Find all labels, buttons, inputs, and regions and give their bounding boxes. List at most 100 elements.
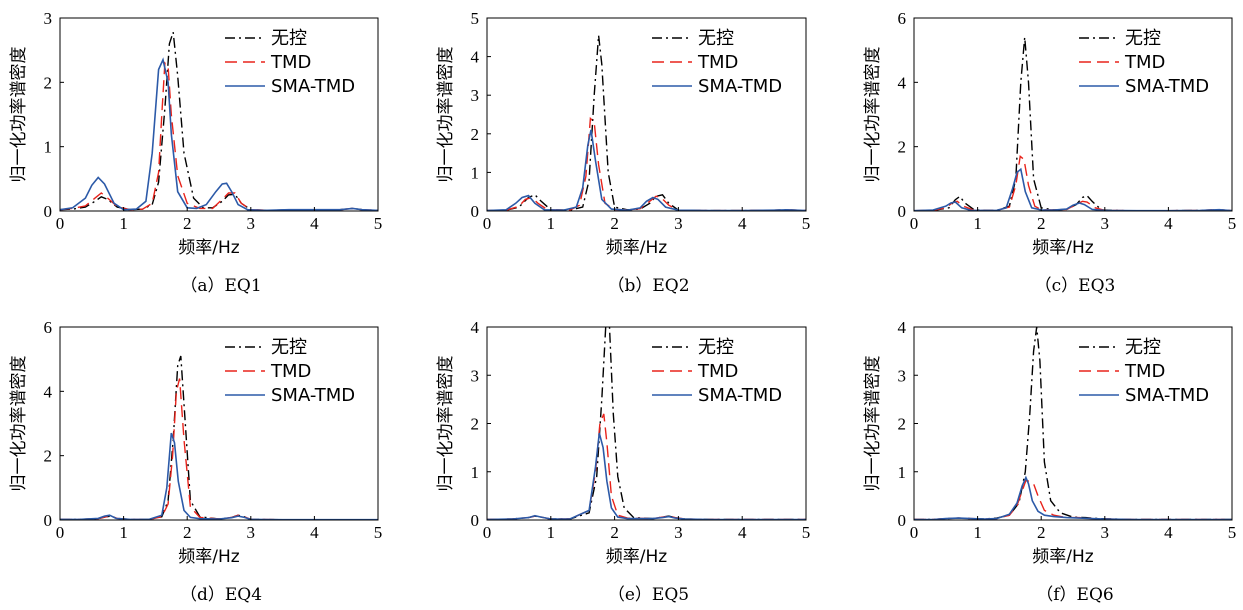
y-axis-label: 归一化功率谱密度	[9, 356, 29, 492]
series-line-2	[60, 61, 378, 211]
chart-panel-4: 0 1 2 3 4 5 0 2 4 6 频率/Hz 归一化功率谱密度 （d）EQ4 无控 TMD SMA-TM…	[9, 318, 382, 605]
series-line-1	[914, 327, 1232, 520]
legend-label: TMD	[697, 52, 738, 73]
legend-label: TMD	[1124, 361, 1165, 382]
y-tick-label: 3	[471, 366, 480, 385]
x-tick-label: 2	[1037, 523, 1046, 542]
legend-label: SMA-TMD	[271, 385, 355, 406]
x-tick-label: 5	[1228, 523, 1237, 542]
legend-label: 无控	[271, 337, 307, 358]
legend-label: 无控	[271, 28, 307, 49]
x-tick-label: 1	[547, 214, 556, 233]
series-line-1	[60, 355, 378, 520]
y-tick-label: 1	[471, 163, 480, 182]
series-line-1	[487, 327, 806, 520]
x-tick-label: 4	[738, 214, 747, 233]
series-line-1	[487, 35, 806, 211]
panel-caption: （b）EQ2	[607, 276, 689, 296]
y-tick-label: 1	[898, 463, 907, 482]
y-tick-label: 2	[471, 125, 480, 144]
y-tick-label: 4	[898, 318, 907, 337]
axes-frame	[59, 17, 379, 212]
axes-frame	[486, 326, 807, 521]
series-line-3	[60, 57, 378, 211]
legend-label: TMD	[270, 361, 311, 382]
x-tick-label: 0	[483, 214, 492, 233]
x-axis-label: 频率/Hz	[1032, 238, 1094, 258]
x-tick-label: 2	[610, 214, 619, 233]
x-tick-label: 3	[247, 214, 256, 233]
legend-label: SMA-TMD	[271, 76, 355, 97]
y-tick-label: 4	[44, 382, 53, 401]
x-tick-label: 5	[1228, 214, 1237, 233]
x-tick-label: 1	[973, 214, 982, 233]
chart-panel-3: 0 1 2 3 4 5 0 2 4 6 频率/Hz 归一化功率谱密度 （c）EQ3 无控 TMD SMA-TM…	[863, 9, 1236, 296]
legend-label: 无控	[698, 337, 734, 358]
series-line-1	[914, 37, 1232, 211]
series-line-2	[487, 116, 806, 211]
legend: 无控 TMD SMA-TMD	[225, 28, 355, 97]
legend-label: TMD	[1124, 52, 1165, 73]
series-line-1	[60, 31, 378, 211]
x-tick-label: 2	[610, 523, 619, 542]
x-tick-label: 1	[973, 523, 982, 542]
y-tick-label: 3	[471, 86, 480, 105]
x-tick-label: 3	[674, 214, 683, 233]
panel-caption: （f）EQ6	[1036, 585, 1113, 605]
series-line-3	[914, 167, 1232, 211]
x-tick-label: 4	[738, 523, 747, 542]
legend: 无控 TMD SMA-TMD	[1079, 28, 1209, 97]
x-tick-label: 4	[1164, 214, 1173, 233]
y-tick-label: 0	[44, 511, 53, 530]
legend-label: 无控	[1125, 28, 1161, 49]
x-tick-label: 4	[310, 523, 319, 542]
x-tick-label: 1	[119, 214, 128, 233]
legend-label: SMA-TMD	[1125, 385, 1209, 406]
y-tick-label: 3	[44, 9, 53, 28]
y-axis-label: 归一化功率谱密度	[436, 47, 456, 183]
y-tick-label: 4	[471, 48, 480, 67]
axes-frame	[486, 17, 807, 212]
x-tick-label: 0	[56, 214, 65, 233]
x-tick-label: 3	[247, 523, 256, 542]
x-tick-label: 3	[674, 523, 683, 542]
series-line-2	[487, 413, 806, 520]
y-tick-label: 2	[471, 415, 480, 434]
y-tick-label: 0	[898, 202, 907, 221]
x-tick-label: 2	[1037, 214, 1046, 233]
y-tick-label: 6	[44, 318, 53, 337]
x-tick-label: 3	[1101, 523, 1110, 542]
y-axis-label: 归一化功率谱密度	[9, 47, 29, 183]
y-tick-label: 4	[471, 318, 480, 337]
x-tick-label: 4	[310, 214, 319, 233]
series-line-2	[914, 154, 1232, 211]
x-axis-label: 频率/Hz	[178, 238, 240, 258]
series-line-3	[487, 432, 806, 520]
legend: 无控 TMD SMA-TMD	[652, 337, 782, 406]
chart-panel-5: 0 1 2 3 4 5 0 1 2 3 4 频率/Hz 归一化功率谱密度 （e）EQ5 无控 TMD SMA-T…	[436, 318, 810, 605]
x-tick-label: 0	[483, 523, 492, 542]
series-line-3	[60, 432, 378, 520]
y-tick-label: 2	[898, 138, 907, 157]
x-axis-label: 频率/Hz	[1032, 547, 1094, 567]
x-tick-label: 1	[119, 523, 128, 542]
x-tick-label: 4	[1164, 523, 1173, 542]
y-tick-label: 0	[898, 511, 907, 530]
y-axis-label: 归一化功率谱密度	[863, 47, 883, 183]
y-tick-label: 6	[898, 9, 907, 28]
x-axis-label: 频率/Hz	[606, 238, 668, 258]
x-tick-label: 2	[183, 214, 192, 233]
legend: 无控 TMD SMA-TMD	[225, 337, 355, 406]
y-tick-label: 1	[471, 463, 480, 482]
legend-label: SMA-TMD	[698, 385, 782, 406]
legend-label: TMD	[697, 361, 738, 382]
x-tick-label: 5	[802, 523, 811, 542]
axes-frame	[59, 326, 379, 521]
y-tick-label: 5	[471, 9, 480, 28]
x-tick-label: 1	[547, 523, 556, 542]
y-tick-label: 4	[898, 73, 907, 92]
x-tick-label: 0	[910, 214, 919, 233]
x-tick-label: 5	[374, 214, 383, 233]
y-axis-label: 归一化功率谱密度	[863, 356, 883, 492]
